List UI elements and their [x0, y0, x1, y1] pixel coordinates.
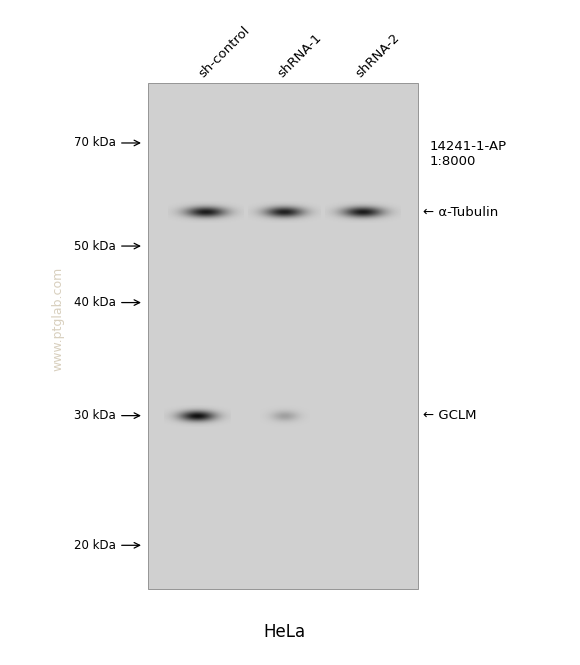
- Text: HeLa: HeLa: [263, 622, 305, 641]
- Bar: [148, 83, 418, 589]
- Text: ← α-Tubulin: ← α-Tubulin: [423, 206, 499, 219]
- Text: ← GCLM: ← GCLM: [423, 409, 477, 422]
- Text: 70 kDa: 70 kDa: [74, 136, 116, 150]
- Text: www.ptglab.com: www.ptglab.com: [52, 267, 64, 371]
- Text: sh-control: sh-control: [197, 23, 253, 80]
- Text: shRNA-1: shRNA-1: [275, 31, 324, 80]
- Text: 20 kDa: 20 kDa: [74, 539, 116, 552]
- Text: 40 kDa: 40 kDa: [74, 296, 116, 309]
- Text: 50 kDa: 50 kDa: [74, 239, 116, 253]
- Text: shRNA-2: shRNA-2: [353, 31, 403, 80]
- Text: 14241-1-AP
1:8000: 14241-1-AP 1:8000: [429, 140, 506, 168]
- Text: 30 kDa: 30 kDa: [74, 409, 116, 422]
